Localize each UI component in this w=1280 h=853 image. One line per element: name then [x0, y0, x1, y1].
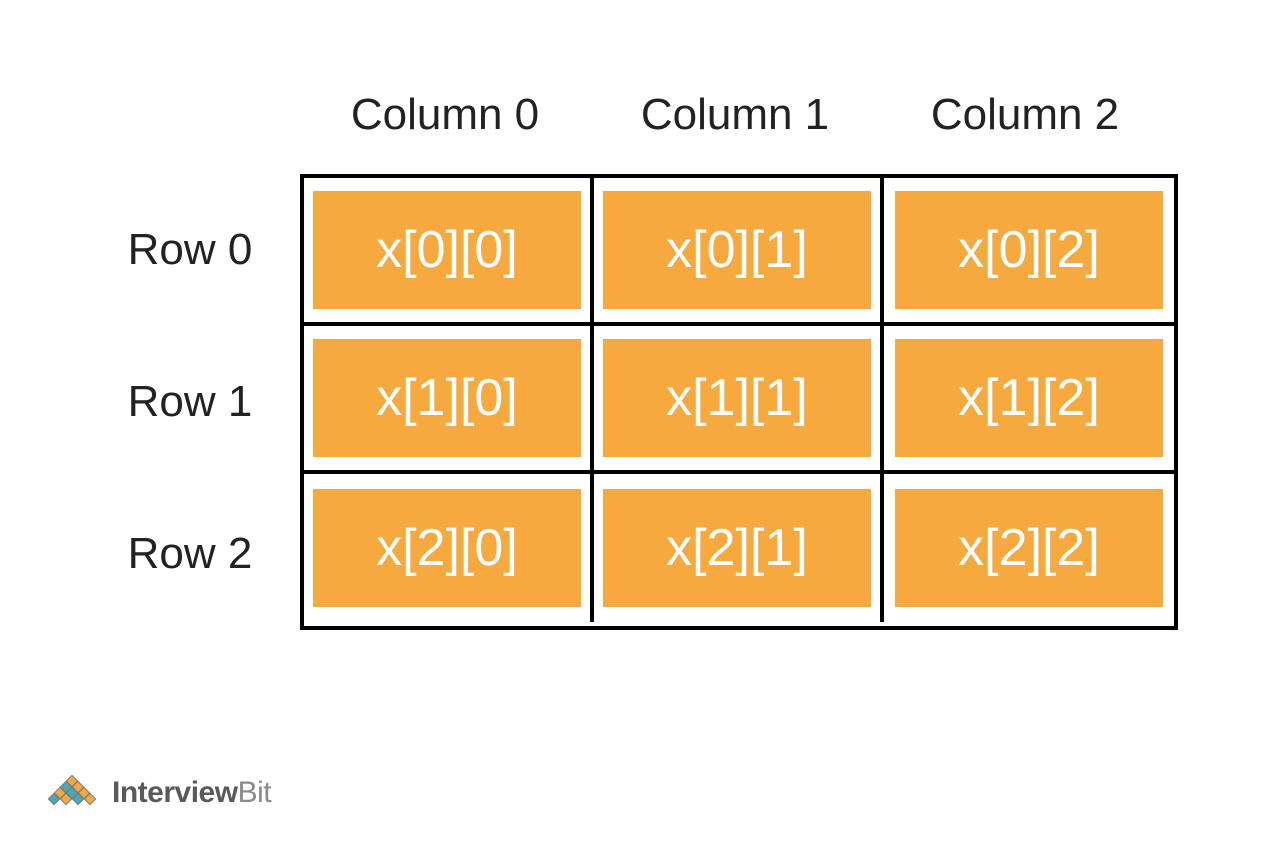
grid-cell-1-0: x[1][0] [304, 326, 594, 474]
cell-text: x[1][2] [895, 339, 1163, 457]
cell-text: x[0][2] [895, 191, 1163, 309]
logo-text-bold: Interview [112, 776, 238, 810]
row-label-1: Row 1 [80, 326, 300, 478]
cell-text: x[0][0] [313, 191, 581, 309]
grid-cell-2-0: x[2][0] [304, 474, 594, 622]
cell-text: x[2][0] [313, 489, 581, 607]
table-area: Row 0 Row 1 Row 2 x[0][0] x[0][1] x[0][2… [80, 174, 1178, 630]
column-header-2: Column 2 [880, 90, 1170, 140]
brand-logo: InterviewBit [44, 773, 271, 813]
column-header-0: Column 0 [300, 90, 590, 140]
grid-cell-0-1: x[0][1] [594, 178, 884, 326]
array-grid: x[0][0] x[0][1] x[0][2] x[1][0] x[1][1] … [300, 174, 1178, 630]
grid-cell-0-2: x[0][2] [884, 178, 1174, 326]
cell-text: x[2][1] [603, 489, 871, 607]
grid-cell-0-0: x[0][0] [304, 178, 594, 326]
cell-text: x[2][2] [895, 489, 1163, 607]
cell-text: x[0][1] [603, 191, 871, 309]
column-headers: Column 0 Column 1 Column 2 [300, 90, 1178, 140]
column-header-1: Column 1 [590, 90, 880, 140]
grid-cell-2-1: x[2][1] [594, 474, 884, 622]
grid-cell-2-2: x[2][2] [884, 474, 1174, 622]
logo-text-light: Bit [238, 776, 272, 810]
logo-text: InterviewBit [112, 776, 271, 810]
grid-row-1: x[1][0] x[1][1] x[1][2] [304, 326, 1174, 474]
row-label-0: Row 0 [80, 174, 300, 326]
array-grid-wrap: Column 0 Column 1 Column 2 Row 0 Row 1 R… [80, 90, 1178, 630]
grid-cell-1-1: x[1][1] [594, 326, 884, 474]
cell-text: x[1][1] [603, 339, 871, 457]
grid-cell-1-2: x[1][2] [884, 326, 1174, 474]
grid-row-0: x[0][0] x[0][1] x[0][2] [304, 178, 1174, 326]
row-label-2: Row 2 [80, 478, 300, 630]
diagram-canvas: Column 0 Column 1 Column 2 Row 0 Row 1 R… [0, 0, 1280, 853]
logo-icon [44, 773, 100, 813]
cell-text: x[1][0] [313, 339, 581, 457]
grid-row-2: x[2][0] x[2][1] x[2][2] [304, 474, 1174, 622]
